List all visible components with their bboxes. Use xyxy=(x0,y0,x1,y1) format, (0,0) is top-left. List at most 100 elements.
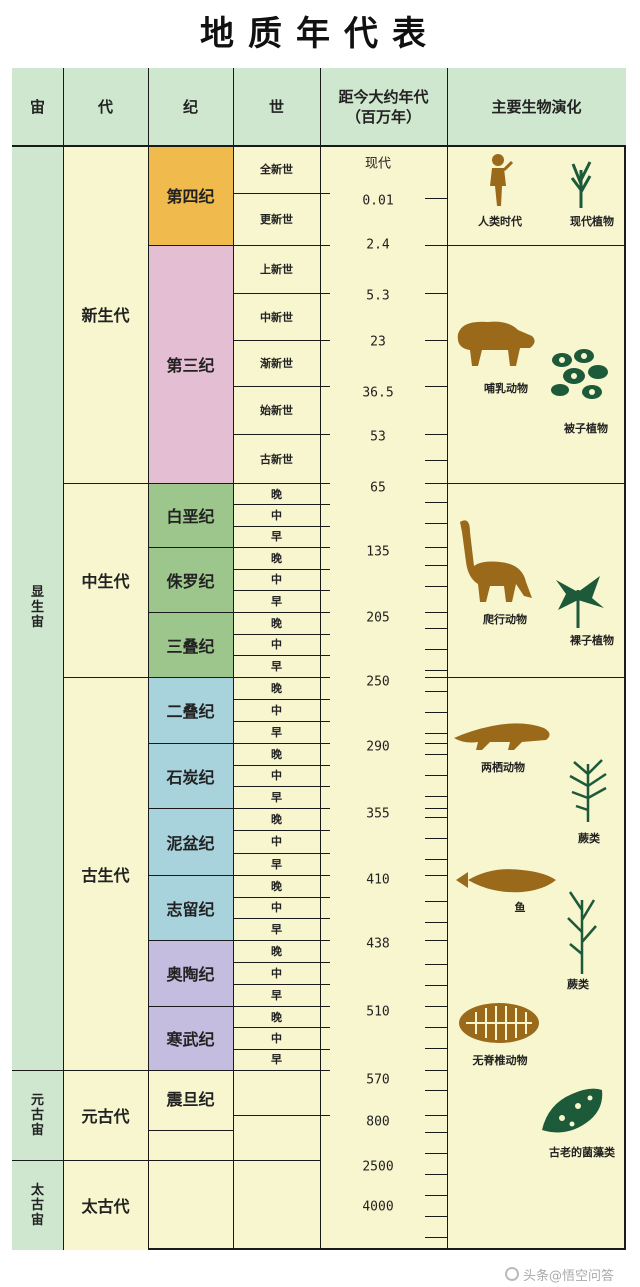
era-cell: 新生代 xyxy=(63,145,148,483)
eon-label: 元古宙 xyxy=(30,1092,44,1138)
epoch-boundary-line xyxy=(233,547,330,548)
subdivision-line xyxy=(233,633,330,635)
age-tick xyxy=(425,547,447,548)
header-divider xyxy=(12,145,626,147)
age-label: 4000 xyxy=(362,1199,394,1215)
age-tick xyxy=(425,733,447,734)
subdivision-line xyxy=(233,962,330,963)
epoch-boundary-line xyxy=(233,340,330,341)
epoch-subdivision: 中 xyxy=(271,1031,282,1045)
watermark-icon xyxy=(505,1267,519,1281)
age-tick xyxy=(425,1132,447,1133)
epoch-subdivision: 中 xyxy=(271,508,282,522)
period-cell: 白垩纪 xyxy=(148,483,233,547)
epoch-boundary-line xyxy=(233,193,330,194)
epoch-boundary-line xyxy=(233,1006,330,1007)
angiosperm-icon xyxy=(548,346,610,402)
period-boundary-line xyxy=(148,875,233,876)
epoch-boundary-line xyxy=(233,875,330,876)
epoch-cell: 更新世 xyxy=(260,213,293,226)
age-tick xyxy=(425,483,447,484)
period-boundary-line xyxy=(148,483,233,484)
age-tick xyxy=(425,743,447,744)
reptile-icon xyxy=(452,516,534,604)
epoch-cell: 上新世 xyxy=(260,263,293,276)
era-cell: 古生代 xyxy=(63,677,148,1070)
gymnosperm-icon xyxy=(552,570,604,628)
column-divider xyxy=(148,68,149,1250)
amphibian-icon xyxy=(452,716,554,752)
fish-icon xyxy=(452,862,560,896)
age-label: 23 xyxy=(370,334,386,350)
epoch-boundary-line xyxy=(233,434,330,435)
column-divider xyxy=(447,68,448,1250)
era-boundary-line xyxy=(12,1160,320,1161)
column-divider xyxy=(233,68,234,1250)
life-label: 人类时代 xyxy=(478,215,522,228)
subdivision-line xyxy=(233,918,330,920)
epoch-boundary-line xyxy=(233,677,330,678)
epoch-subdivision: 晚 xyxy=(271,616,282,630)
period-cell: 侏罗纪 xyxy=(148,547,233,612)
epoch-subdivision: 早 xyxy=(271,857,282,871)
fern-icon xyxy=(560,756,616,822)
epoch-subdivision: 晚 xyxy=(271,747,282,761)
age-tick xyxy=(425,1216,447,1217)
period-boundary-line xyxy=(148,940,233,941)
epoch-boundary-line xyxy=(233,386,330,387)
age-label: 36.5 xyxy=(362,385,394,401)
eon-label: 显生宙 xyxy=(30,585,44,630)
period-cell: 第四纪 xyxy=(148,145,233,245)
age-tick xyxy=(425,1195,447,1196)
subdivision-line xyxy=(233,896,330,898)
epoch-subdivision: 早 xyxy=(271,1053,282,1067)
age-tick xyxy=(425,859,447,860)
period-cell: 泥盆纪 xyxy=(148,808,233,875)
epoch-subdivision: 中 xyxy=(271,901,282,915)
epoch-subdivision: 晚 xyxy=(271,551,282,565)
period-boundary-line xyxy=(148,612,233,613)
age-tick xyxy=(425,612,447,613)
age-tick xyxy=(425,964,447,965)
age-label: 53 xyxy=(370,429,386,445)
header-life: 主要生物演化 xyxy=(447,68,626,145)
age-tick xyxy=(425,1153,447,1154)
life-section-line xyxy=(447,245,626,246)
subdivision-line xyxy=(233,504,330,506)
watermark: 头条@悟空问答 xyxy=(505,1262,635,1286)
epoch-boundary-line xyxy=(233,1070,330,1071)
modern-plant-icon xyxy=(568,158,594,208)
life-section-line xyxy=(447,677,626,678)
epoch-cell: 中新世 xyxy=(260,310,293,324)
era-cell: 元古代 xyxy=(63,1070,148,1160)
age-tick xyxy=(425,985,447,986)
life-label: 被子植物 xyxy=(564,422,608,435)
period-boundary-line xyxy=(148,743,233,744)
age-tick xyxy=(425,754,447,755)
epoch-subdivision: 中 xyxy=(271,769,282,783)
age-label: 410 xyxy=(366,872,390,888)
subdivision-line xyxy=(233,830,330,832)
fern-icon-2 xyxy=(560,890,604,974)
age-label: 65 xyxy=(370,480,386,496)
age-tick xyxy=(425,1048,447,1049)
period-boundary-line xyxy=(148,245,233,246)
life-label: 鱼 xyxy=(514,901,526,914)
epoch-cell: 渐新世 xyxy=(260,357,293,370)
eon-cell: 太古宙 xyxy=(12,1160,63,1250)
period-cell: 石炭纪 xyxy=(148,743,233,808)
age-tick xyxy=(425,796,447,797)
epoch-subdivision: 中 xyxy=(271,967,282,980)
age-tick xyxy=(425,677,447,678)
epoch-boundary-line xyxy=(233,940,330,941)
life-label: 无脊椎动物 xyxy=(472,1054,528,1067)
age-tick xyxy=(425,460,447,461)
epoch-boundary-line xyxy=(233,293,330,294)
eon-cell: 元古宙 xyxy=(12,1070,63,1160)
eon-cell: 显生宙 xyxy=(12,145,63,1070)
period-boundary-line xyxy=(148,1070,233,1071)
age-tick xyxy=(425,775,447,776)
watermark-text: 头条@悟空问答 xyxy=(523,1268,615,1284)
age-tick xyxy=(425,922,447,923)
age-tick xyxy=(425,808,447,809)
